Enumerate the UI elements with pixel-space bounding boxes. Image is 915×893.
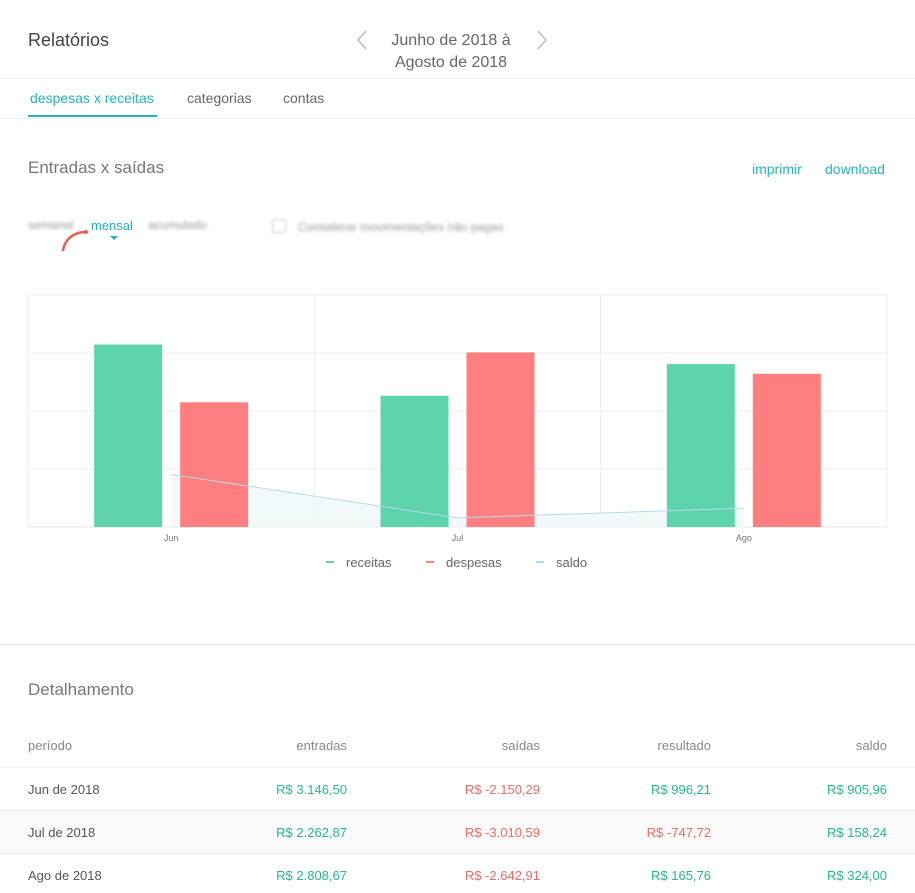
- row-resultado: R$ 165,76: [651, 868, 711, 883]
- legend-swatch: [326, 560, 334, 563]
- table-row: Ago de 2018 R$ 2.808,67 R$ -2.642,91 R$ …: [0, 854, 915, 893]
- row-saldo: R$ 158,24: [827, 825, 887, 840]
- bar-receitas-jul: [380, 395, 449, 527]
- legend-swatch: [426, 560, 434, 563]
- column-header-saidas: saídas: [501, 738, 540, 753]
- row-entradas: R$ 2.262,87: [276, 825, 347, 840]
- legend-swatch: [536, 560, 544, 563]
- filter-monthly[interactable]: mensal: [91, 218, 133, 233]
- row-saidas: R$ -2.150,29: [464, 782, 540, 797]
- table-row: Jul de 2018 R$ 2.262,87 R$ -3.010,59 R$ …: [0, 811, 915, 854]
- row-resultado: R$ -747,72: [646, 825, 711, 840]
- curved-arrow-icon: [61, 230, 88, 252]
- details-table: período entradas saídas resultado saldo …: [0, 725, 915, 893]
- row-saidas: R$ -3.010,59: [464, 825, 540, 840]
- unpaid-checkbox-label: Considerar movimentações não pagas: [298, 220, 504, 234]
- legend-label: despesas: [446, 555, 502, 570]
- filter-weekly[interactable]: semanal: [28, 218, 74, 232]
- section-divider: [0, 644, 915, 645]
- tab-categorias[interactable]: categorias: [187, 90, 252, 106]
- chevron-right-icon[interactable]: [533, 30, 549, 50]
- row-saidas: R$ -2.642,91: [464, 868, 540, 883]
- income-expense-chart: Jun Jul Ago: [0, 280, 915, 550]
- section-title: Entradas x saídas: [28, 158, 165, 177]
- report-tabs: despesas x receitas categorias contas: [0, 79, 915, 119]
- bar-receitas-jun: [94, 344, 163, 527]
- filter-cumulative[interactable]: acumulado: [148, 218, 207, 232]
- row-period: Jun de 2018: [28, 782, 100, 797]
- table-header-row: período entradas saídas resultado saldo: [0, 725, 915, 768]
- caret-down-icon: [110, 236, 118, 240]
- x-tick-label: Jul: [452, 533, 464, 543]
- bar-receitas-ago: [666, 364, 735, 527]
- period-range: Junho de 2018 à Agosto de 2018: [375, 30, 527, 74]
- chevron-left-icon[interactable]: [355, 30, 371, 50]
- row-resultado: R$ 996,21: [651, 782, 711, 797]
- details-title: Detalhamento: [28, 680, 134, 699]
- column-header-resultado: resultado: [657, 738, 711, 753]
- download-link[interactable]: download: [825, 161, 885, 177]
- legend-despesas[interactable]: despesas: [426, 555, 502, 570]
- period-end: Agosto de 2018: [394, 54, 508, 71]
- tab-despesas-x-receitas[interactable]: despesas x receitas: [28, 90, 157, 117]
- row-saldo: R$ 905,96: [827, 782, 887, 797]
- bar-despesas-jul: [466, 352, 535, 527]
- x-tick-label: Ago: [736, 533, 752, 543]
- period-start: Junho de 2018 à: [391, 32, 511, 49]
- row-entradas: R$ 3.146,50: [276, 782, 347, 797]
- unpaid-checkbox[interactable]: [272, 219, 286, 233]
- period-selector: Junho de 2018 à Agosto de 2018: [355, 28, 550, 76]
- legend-receitas[interactable]: receitas: [326, 555, 392, 570]
- row-saldo: R$ 324,00: [827, 868, 887, 883]
- tab-contas[interactable]: contas: [283, 90, 325, 106]
- chart-canvas: Jun Jul Ago: [27, 294, 888, 543]
- bar-despesas-jun: [180, 402, 249, 527]
- legend-label: receitas: [346, 555, 392, 570]
- column-header-period: período: [28, 738, 73, 753]
- chart-filters: semanal mensal acumulado Considerar movi…: [28, 216, 548, 252]
- row-period: Ago de 2018: [28, 868, 102, 883]
- saldo-line: [171, 473, 744, 519]
- bar-despesas-ago: [752, 373, 821, 527]
- row-period: Jul de 2018: [28, 825, 96, 840]
- column-header-entradas: entradas: [296, 738, 347, 753]
- column-header-saldo: saldo: [855, 738, 887, 753]
- saldo-area: [171, 474, 744, 527]
- print-link[interactable]: imprimir: [752, 161, 802, 177]
- x-tick-label: Jun: [164, 533, 179, 543]
- legend-label: saldo: [556, 555, 588, 570]
- table-row: Jun de 2018 R$ 3.146,50 R$ -2.150,29 R$ …: [0, 768, 915, 811]
- row-entradas: R$ 2.808,67: [276, 868, 347, 883]
- legend-saldo[interactable]: saldo: [536, 555, 587, 570]
- page-header: Relatórios Junho de 2018 à Agosto de 201…: [0, 0, 915, 79]
- chart-legend: receitas despesas saldo: [0, 555, 915, 575]
- page-title: Relatórios: [28, 30, 110, 50]
